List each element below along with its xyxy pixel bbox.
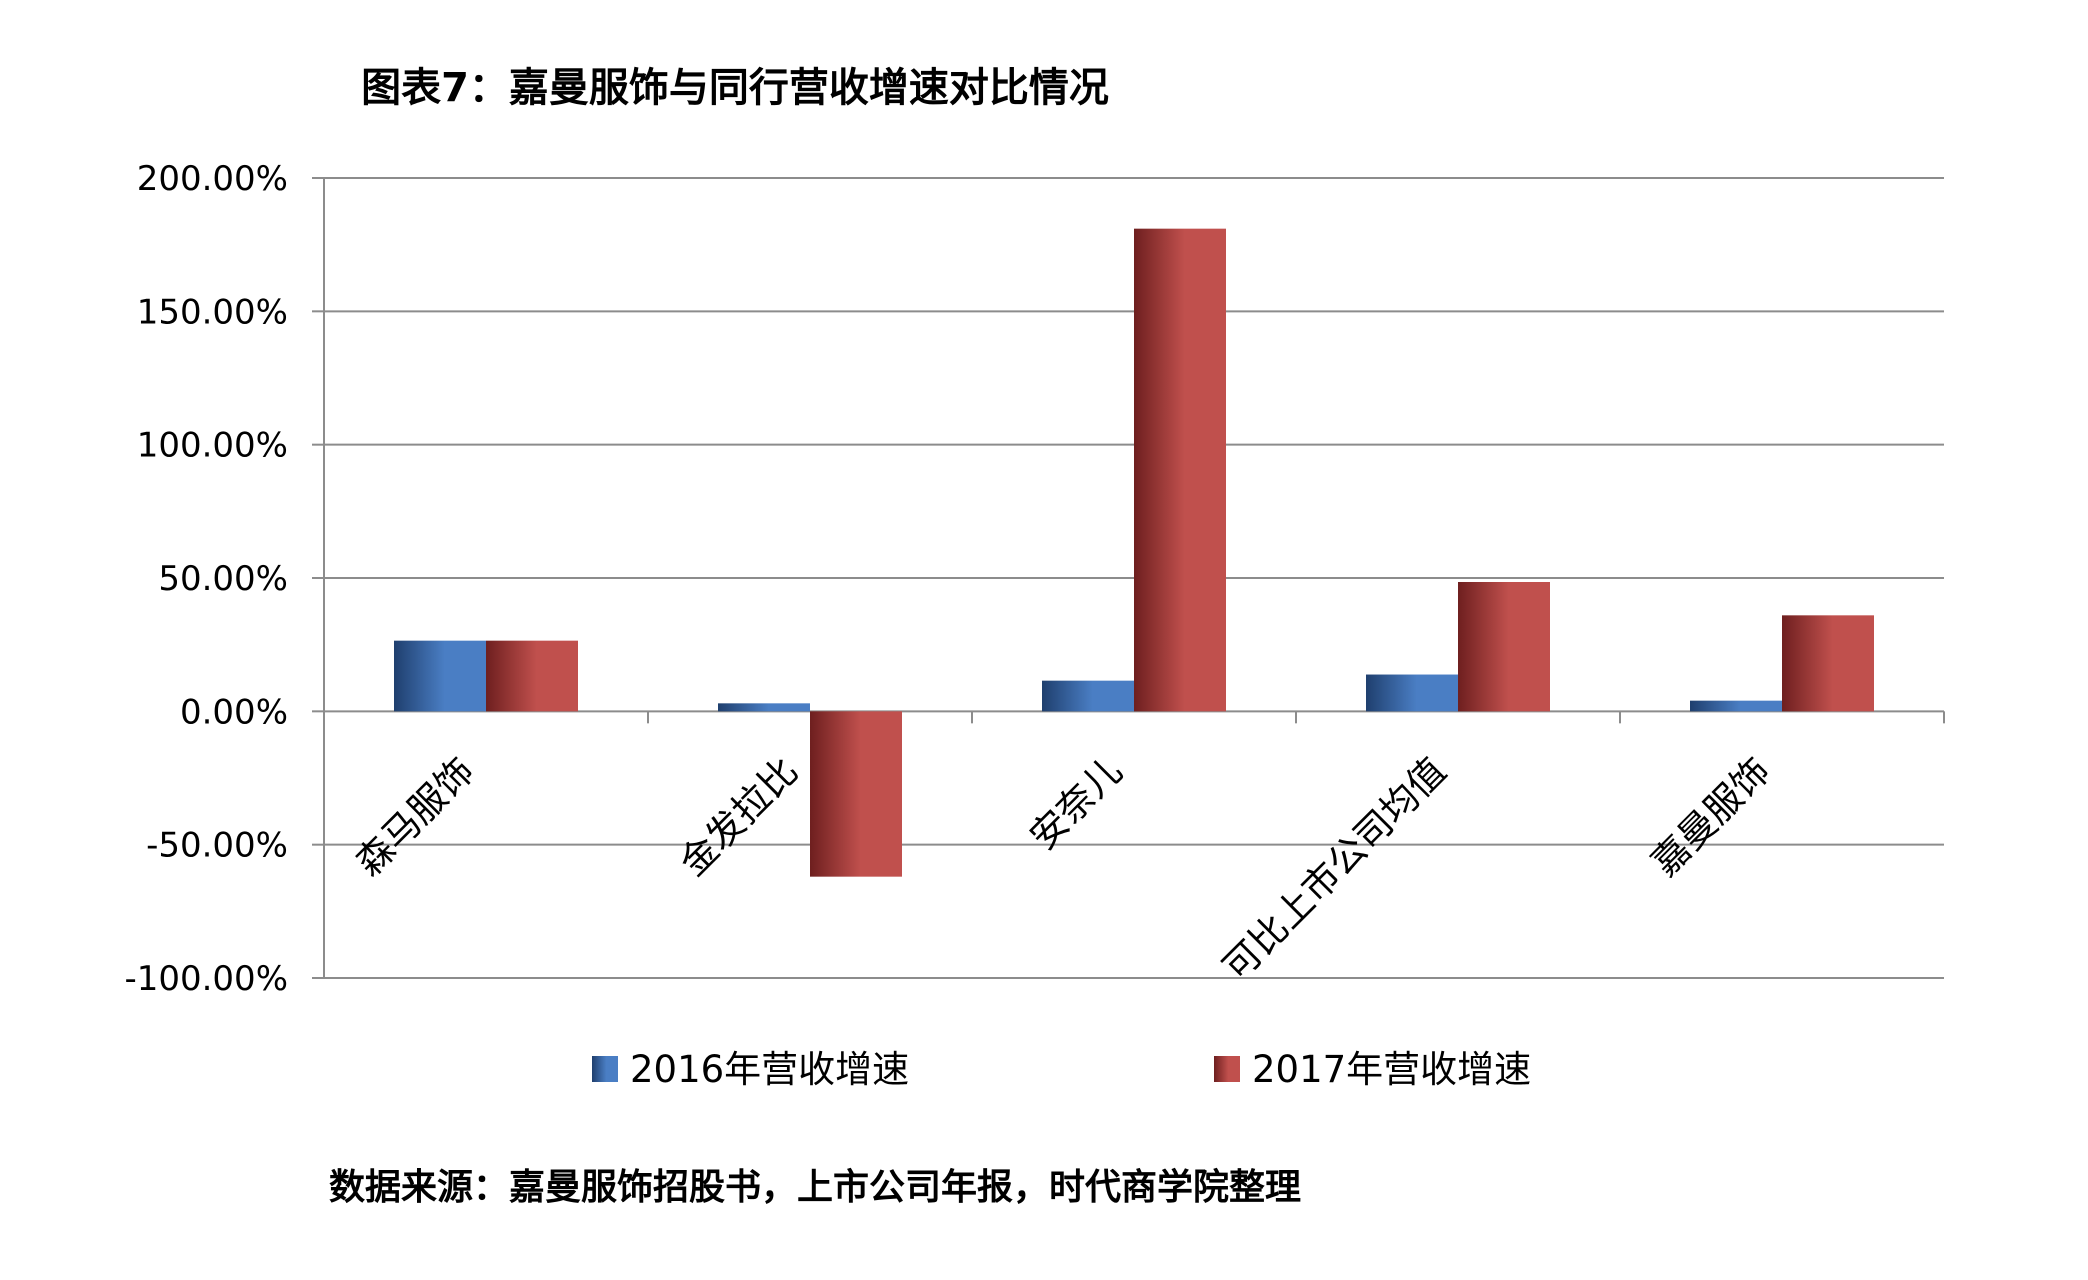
y-tick-label: 150.00%	[137, 292, 288, 332]
bar-2016	[718, 703, 810, 712]
x-category-label: 金发拉比	[671, 749, 806, 884]
bar-2017	[1134, 228, 1226, 712]
bars	[394, 228, 1874, 877]
bar-2016	[1690, 700, 1782, 712]
x-category-label: 森马服饰	[347, 749, 482, 884]
legend: 2016年营收增速 2017年营收增速	[592, 1048, 1531, 1091]
bar-2017	[1782, 615, 1874, 712]
chart-title: 图表7：嘉曼服饰与同行营收增速对比情况	[361, 65, 1109, 111]
bar-2016	[1366, 674, 1458, 712]
y-tick-label: 100.00%	[137, 426, 288, 466]
legend-swatch	[592, 1056, 618, 1082]
bar-2016	[1042, 680, 1134, 712]
bar-2016	[394, 640, 486, 712]
bar-2017	[810, 711, 902, 877]
y-tick-label: -100.00%	[124, 959, 288, 999]
legend-label: 2016年营收增速	[630, 1048, 909, 1091]
x-category-label: 安奈儿	[1021, 749, 1130, 858]
legend-swatch	[1214, 1056, 1240, 1082]
y-tick-label: 200.00%	[137, 159, 288, 199]
y-tick-label: 0.00%	[180, 692, 288, 732]
x-category-label: 可比上市公司均值	[1215, 749, 1455, 989]
y-tick-label: -50.00%	[146, 826, 288, 866]
source-note: 数据来源：嘉曼服饰招股书，上市公司年报，时代商学院整理	[328, 1167, 1301, 1208]
x-category-label: 嘉曼服饰	[1643, 749, 1778, 884]
bar-2017	[1458, 582, 1550, 712]
y-tick-label: 50.00%	[158, 559, 288, 599]
legend-label: 2017年营收增速	[1252, 1048, 1531, 1091]
bar-2017	[486, 640, 578, 712]
